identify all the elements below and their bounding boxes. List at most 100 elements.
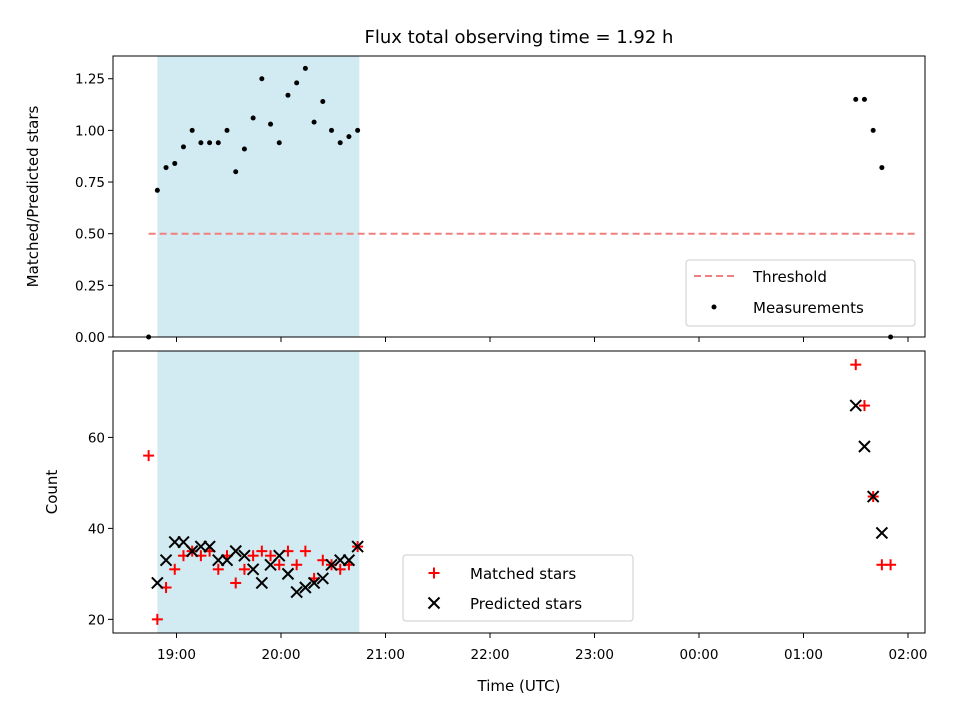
x-tick-label: 19:00	[157, 647, 196, 663]
predicted-star-point	[299, 581, 312, 594]
predicted-star-point	[316, 572, 330, 585]
measurement-point	[302, 65, 308, 71]
measurement-point	[233, 169, 239, 175]
measurement-point	[259, 76, 265, 82]
measurement-point	[172, 160, 178, 166]
predicted-star-point	[273, 549, 286, 562]
y-tick-label: 0.25	[75, 278, 105, 294]
matched-star-point	[256, 545, 268, 557]
matched-star-point	[169, 563, 181, 575]
predicted-star-point	[255, 576, 269, 590]
measurement-point	[337, 140, 343, 146]
y-tick-label: 0.75	[75, 175, 105, 191]
ratio-y-axis-label: Matched/Predicted stars	[24, 106, 42, 288]
x-axis-label: Time (UTC)	[477, 677, 561, 695]
measurement-point	[285, 92, 291, 98]
measurement-point	[853, 96, 859, 102]
measurement-point	[870, 127, 876, 133]
legend-measurements-label: Measurements	[753, 299, 864, 317]
measurement-point	[198, 140, 204, 146]
ratio-legend-box	[685, 259, 916, 327]
x-tick-label: 22:00	[471, 647, 510, 663]
predicted-star-point	[858, 440, 871, 453]
chart-title: Flux total observing time = 1.92 h	[365, 27, 674, 48]
measurement-point	[163, 165, 169, 171]
matched-star-point	[247, 550, 259, 562]
y-tick-label: 1.00	[75, 123, 105, 139]
predicted-star-point	[290, 585, 303, 599]
measurement-point	[346, 134, 352, 140]
matched-star-point	[291, 559, 303, 571]
measurement-point	[241, 146, 247, 152]
legend-measurements-marker	[711, 304, 717, 310]
matched-star-point	[143, 450, 155, 462]
count-y-axis-label: Count	[43, 470, 61, 515]
predicted-star-point	[342, 554, 356, 567]
matched-star-point	[212, 563, 224, 575]
matched-star-point	[850, 359, 862, 371]
predicted-star-point	[866, 490, 880, 503]
legend-predicted-label: Predicted stars	[470, 595, 582, 613]
legend-predicted-marker	[427, 596, 441, 610]
ratio-legend: Threshold Measurements	[685, 259, 916, 327]
predicted-star-point	[229, 544, 242, 558]
x-tick-label: 23:00	[575, 647, 614, 663]
predicted-star-point	[281, 567, 295, 581]
measurement-point	[355, 127, 361, 133]
measurement-point	[329, 127, 335, 133]
count-panel-frame	[112, 350, 926, 634]
observing-span-top	[157, 56, 360, 337]
matched-star-point	[299, 545, 311, 557]
measurement-point	[180, 144, 186, 150]
measurement-point	[224, 127, 230, 133]
matched-star-point	[238, 563, 250, 575]
y-tick-label: 20	[88, 612, 105, 628]
matched-star-point	[265, 550, 277, 562]
predicted-star-point	[203, 540, 216, 553]
matched-star-point	[273, 559, 285, 571]
legend-matched-marker	[428, 567, 440, 579]
predicted-star-point	[185, 544, 199, 558]
predicted-star-point	[875, 526, 889, 540]
matched-star-point	[230, 577, 242, 589]
y-tick-label: 60	[88, 430, 105, 446]
matched-star-point	[858, 400, 870, 412]
measurement-point	[207, 140, 213, 146]
observing-span-bottom	[157, 351, 360, 633]
measurement-point	[276, 140, 282, 146]
measurement-point	[879, 165, 885, 171]
predicted-star-point	[159, 554, 173, 567]
ratio-panel-frame	[112, 55, 926, 338]
measurement-point	[320, 98, 326, 104]
predicted-star-point	[325, 558, 338, 571]
predicted-star-point	[151, 576, 164, 590]
y-tick-label: 40	[88, 521, 105, 537]
x-tick-label: 20:00	[262, 647, 301, 663]
x-tick-label: 21:00	[366, 647, 405, 663]
predicted-star-point	[246, 563, 260, 576]
predicted-star-point	[307, 576, 321, 590]
legend-threshold-label: Threshold	[752, 268, 827, 286]
measurement-point	[294, 80, 300, 86]
y-tick-label: 0.50	[75, 227, 105, 243]
x-tick-label: 00:00	[680, 647, 719, 663]
count-legend: Matched stars Predicted stars	[402, 554, 634, 622]
y-tick-label: 0.00	[75, 330, 105, 346]
ratio-panel: 0.00 0.25 0.50 0.75 1.00 1.25 Matched/Predict…	[24, 55, 926, 346]
measurement-point	[861, 96, 867, 102]
matched-star-point	[151, 613, 163, 625]
predicted-star-point	[238, 549, 251, 562]
x-tick-label: 02:00	[889, 647, 928, 663]
measurement-point	[154, 187, 160, 193]
measurement-point	[215, 140, 221, 146]
legend-matched-label: Matched stars	[470, 565, 576, 583]
count-panel: 20 40 60 19:00 20:00 21:00 22:00 23:00 00:00 01:…	[43, 350, 928, 695]
measurement-point	[268, 121, 274, 127]
predicted-star-point	[351, 540, 364, 553]
matched-star-point	[885, 559, 897, 571]
predicted-star-point	[849, 399, 862, 412]
y-tick-label: 1.25	[75, 72, 105, 88]
measurement-point	[250, 115, 256, 121]
measurement-point	[311, 119, 317, 125]
